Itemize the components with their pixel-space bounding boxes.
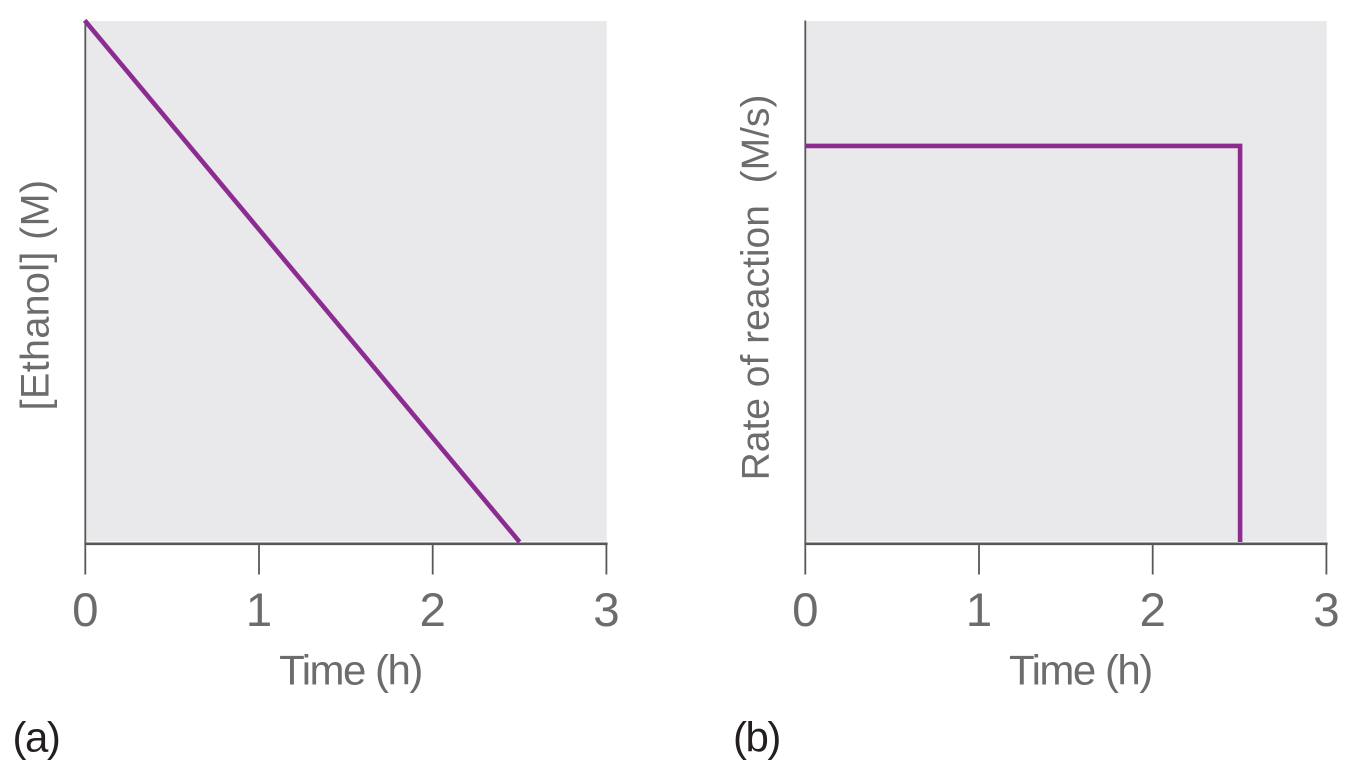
svg-text:2: 2 bbox=[419, 584, 445, 637]
svg-text:1: 1 bbox=[966, 584, 992, 637]
svg-text:Rate of reaction (M/s): Rate of reaction (M/s) bbox=[735, 95, 778, 481]
svg-text:Time (h): Time (h) bbox=[279, 646, 422, 693]
svg-text:(a): (a) bbox=[13, 714, 60, 761]
svg-text:1: 1 bbox=[246, 584, 272, 637]
svg-text:3: 3 bbox=[593, 584, 619, 637]
svg-text:(b): (b) bbox=[733, 714, 780, 761]
svg-text:3: 3 bbox=[1313, 584, 1339, 637]
svg-text:0: 0 bbox=[792, 584, 818, 637]
svg-text:[Ethanol] (M): [Ethanol] (M) bbox=[14, 180, 58, 411]
svg-text:0: 0 bbox=[72, 584, 98, 637]
svg-text:2: 2 bbox=[1139, 584, 1165, 637]
svg-text:Time (h): Time (h) bbox=[1009, 646, 1152, 693]
